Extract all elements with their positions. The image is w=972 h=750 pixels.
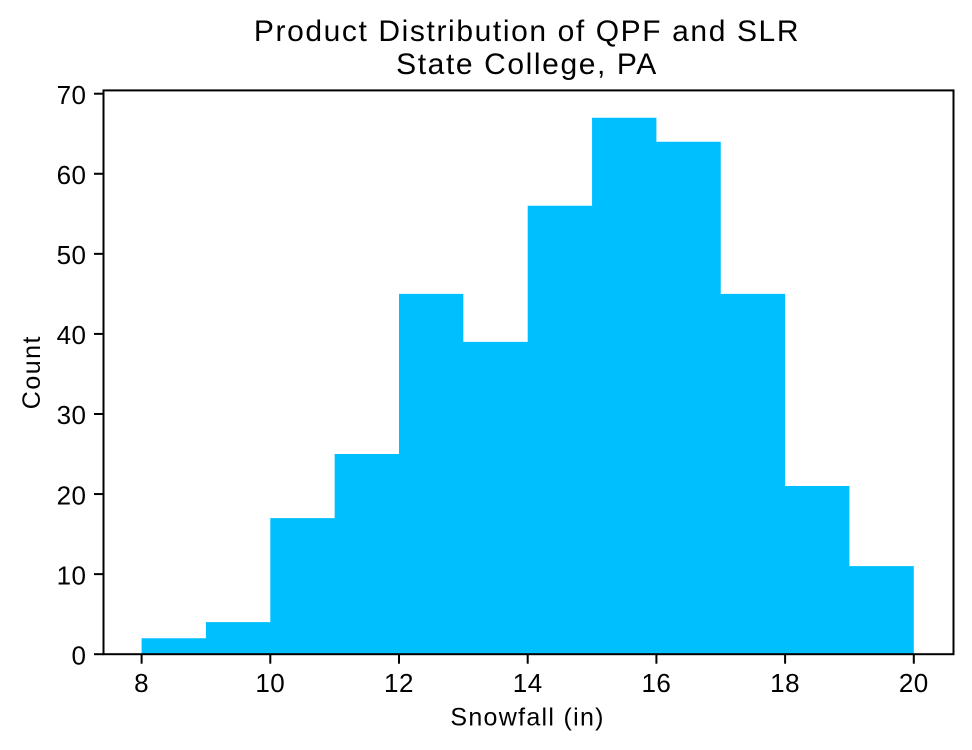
svg-text:Snowfall (in): Snowfall (in) [450, 704, 604, 732]
svg-text:50: 50 [57, 240, 87, 270]
svg-text:8: 8 [134, 668, 149, 698]
svg-text:30: 30 [57, 400, 87, 430]
svg-text:60: 60 [57, 160, 87, 190]
svg-text:18: 18 [770, 668, 800, 698]
svg-text:20: 20 [899, 668, 929, 698]
svg-text:12: 12 [384, 668, 414, 698]
svg-text:20: 20 [57, 480, 87, 510]
svg-text:16: 16 [641, 668, 671, 698]
svg-text:0: 0 [72, 640, 87, 670]
svg-text:Count: Count [18, 335, 46, 409]
svg-text:10: 10 [57, 560, 87, 590]
svg-text:40: 40 [57, 320, 87, 350]
svg-text:10: 10 [255, 668, 285, 698]
svg-text:14: 14 [513, 668, 543, 698]
svg-text:Product Distribution of QPF an: Product Distribution of QPF and SLR [254, 15, 800, 48]
svg-text:70: 70 [57, 80, 87, 110]
svg-text:State College, PA: State College, PA [396, 48, 658, 81]
